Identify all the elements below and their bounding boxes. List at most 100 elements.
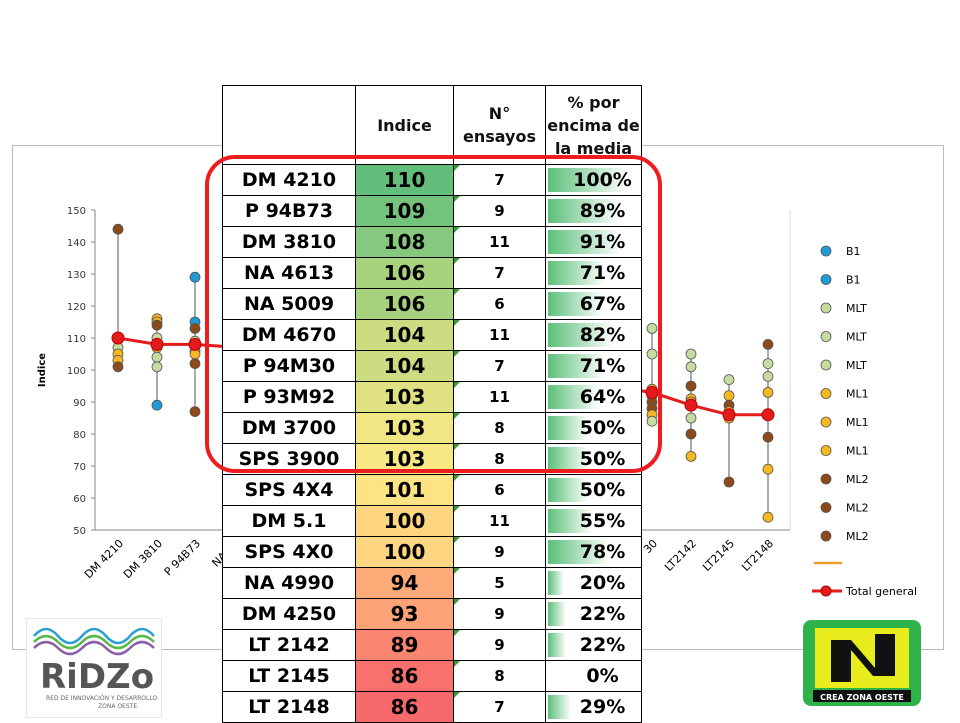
- header-blank: [222, 85, 356, 165]
- ridzo-tagline2: ZONA OESTE: [98, 703, 137, 710]
- total-general-point: [645, 385, 659, 399]
- data-point: [189, 271, 201, 283]
- table-row: LT 2145 86 8 0%: [222, 660, 642, 692]
- cell-n-ensayos: 11: [453, 505, 546, 537]
- cell-n-ensayos: 6: [453, 474, 546, 506]
- cell-n-ensayos: 7: [453, 691, 546, 723]
- legend-label: B1: [846, 245, 861, 258]
- legend-marker: [820, 502, 832, 513]
- pct-value: 20%: [579, 572, 626, 594]
- y-tick-label: 100: [67, 366, 86, 377]
- cell-pct: 22%: [545, 629, 642, 661]
- cell-indice: 100: [355, 505, 454, 537]
- pct-data-bar: [548, 447, 588, 471]
- crea-label: CREA ZONA OESTE: [820, 693, 904, 702]
- legend-label: ML1: [846, 445, 869, 458]
- data-point: [646, 415, 658, 427]
- pct-value: 0%: [586, 665, 619, 687]
- cell-pct: 64%: [545, 381, 642, 413]
- table-row: DM 4210 110 7 100%: [222, 164, 642, 196]
- x-tick-label: DM 4210: [82, 537, 126, 581]
- table-row: P 94B73 109 9 89%: [222, 195, 642, 227]
- cell-indice: 103: [355, 412, 454, 444]
- cell-hybrid: DM 4210: [222, 164, 356, 196]
- table-row: DM 4250 93 9 22%: [222, 598, 642, 630]
- legend-marker: [820, 274, 832, 285]
- data-point: [189, 406, 201, 418]
- pct-value: 89%: [579, 200, 626, 222]
- data-point: [685, 428, 697, 440]
- table-row: P 94M30 104 7 71%: [222, 350, 642, 382]
- pct-value: 100%: [573, 169, 632, 191]
- total-general-point: [684, 398, 698, 412]
- cell-pct: 100%: [545, 164, 642, 196]
- cell-hybrid: DM 3810: [222, 226, 356, 258]
- data-point: [723, 476, 735, 488]
- cell-n-ensayos: 9: [453, 598, 546, 630]
- table-row: SPS 3900 103 8 50%: [222, 443, 642, 475]
- cell-n-ensayos: 8: [453, 443, 546, 475]
- cell-indice: 101: [355, 474, 454, 506]
- legend-label: MLT: [846, 331, 867, 344]
- pct-value: 55%: [579, 510, 626, 532]
- cell-indice: 86: [355, 691, 454, 723]
- data-point: [685, 450, 697, 462]
- data-point: [762, 511, 774, 523]
- legend-label: ML2: [846, 530, 869, 543]
- cell-indice: 106: [355, 257, 454, 289]
- pct-data-bar: [548, 261, 605, 285]
- x-tick-label: DM 3810: [121, 537, 165, 581]
- cell-hybrid: DM 4250: [222, 598, 356, 630]
- cell-hybrid: DM 5.1: [222, 505, 356, 537]
- pct-value: 22%: [579, 634, 626, 656]
- pct-data-bar: [548, 695, 572, 719]
- cell-pct: 71%: [545, 257, 642, 289]
- cell-indice: 110: [355, 164, 454, 196]
- header-indice: Indice: [355, 85, 454, 165]
- cell-hybrid: NA 5009: [222, 288, 356, 320]
- cell-hybrid: NA 4613: [222, 257, 356, 289]
- legend-marker: [820, 530, 832, 542]
- pct-value: 82%: [579, 324, 626, 346]
- cell-hybrid: P 93M92: [222, 381, 356, 413]
- table-row: SPS 4X0 100 9 78%: [222, 536, 642, 568]
- x-tick-label: LT2142: [662, 537, 699, 574]
- data-point: [685, 412, 697, 424]
- cell-indice: 89: [355, 629, 454, 661]
- y-tick-label: 130: [67, 270, 86, 281]
- pct-data-bar: [548, 354, 605, 378]
- pct-data-bar: [548, 571, 564, 595]
- cell-n-ensayos: 11: [453, 226, 546, 258]
- cell-hybrid: LT 2145: [222, 660, 356, 692]
- y-axis-label: Indice: [37, 353, 48, 387]
- legend-label: MLT: [846, 359, 867, 372]
- cell-n-ensayos: 8: [453, 412, 546, 444]
- pct-value: 50%: [579, 417, 626, 439]
- ridzo-tagline: RED DE INNOVACIÓN Y DESARROLLO: [46, 695, 158, 702]
- cell-indice: 104: [355, 319, 454, 351]
- cell-hybrid: LT 2142: [222, 629, 356, 661]
- data-point: [762, 358, 774, 370]
- y-tick-label: 140: [67, 238, 86, 249]
- cell-pct: 50%: [545, 443, 642, 475]
- pct-value: 71%: [579, 355, 626, 377]
- x-tick-label: LT2148: [739, 537, 776, 574]
- legend-marker-total: [820, 585, 832, 597]
- total-general-point: [150, 337, 164, 351]
- pct-data-bar: [548, 199, 620, 223]
- crea-logo: CREA ZONA OESTE: [803, 620, 921, 706]
- total-general-point: [761, 408, 775, 422]
- legend-label: B1: [846, 274, 861, 287]
- table-row: NA 4990 94 5 20%: [222, 567, 642, 599]
- data-point: [762, 463, 774, 475]
- pct-value: 71%: [579, 262, 626, 284]
- cell-pct: 29%: [545, 691, 642, 723]
- cell-indice: 108: [355, 226, 454, 258]
- pct-value: 67%: [579, 293, 626, 315]
- cell-n-ensayos: 9: [453, 536, 546, 568]
- cell-n-ensayos: 5: [453, 567, 546, 599]
- legend-label: ML2: [846, 473, 869, 486]
- pct-value: 29%: [579, 696, 626, 718]
- data-point: [646, 348, 658, 360]
- cell-pct: 22%: [545, 598, 642, 630]
